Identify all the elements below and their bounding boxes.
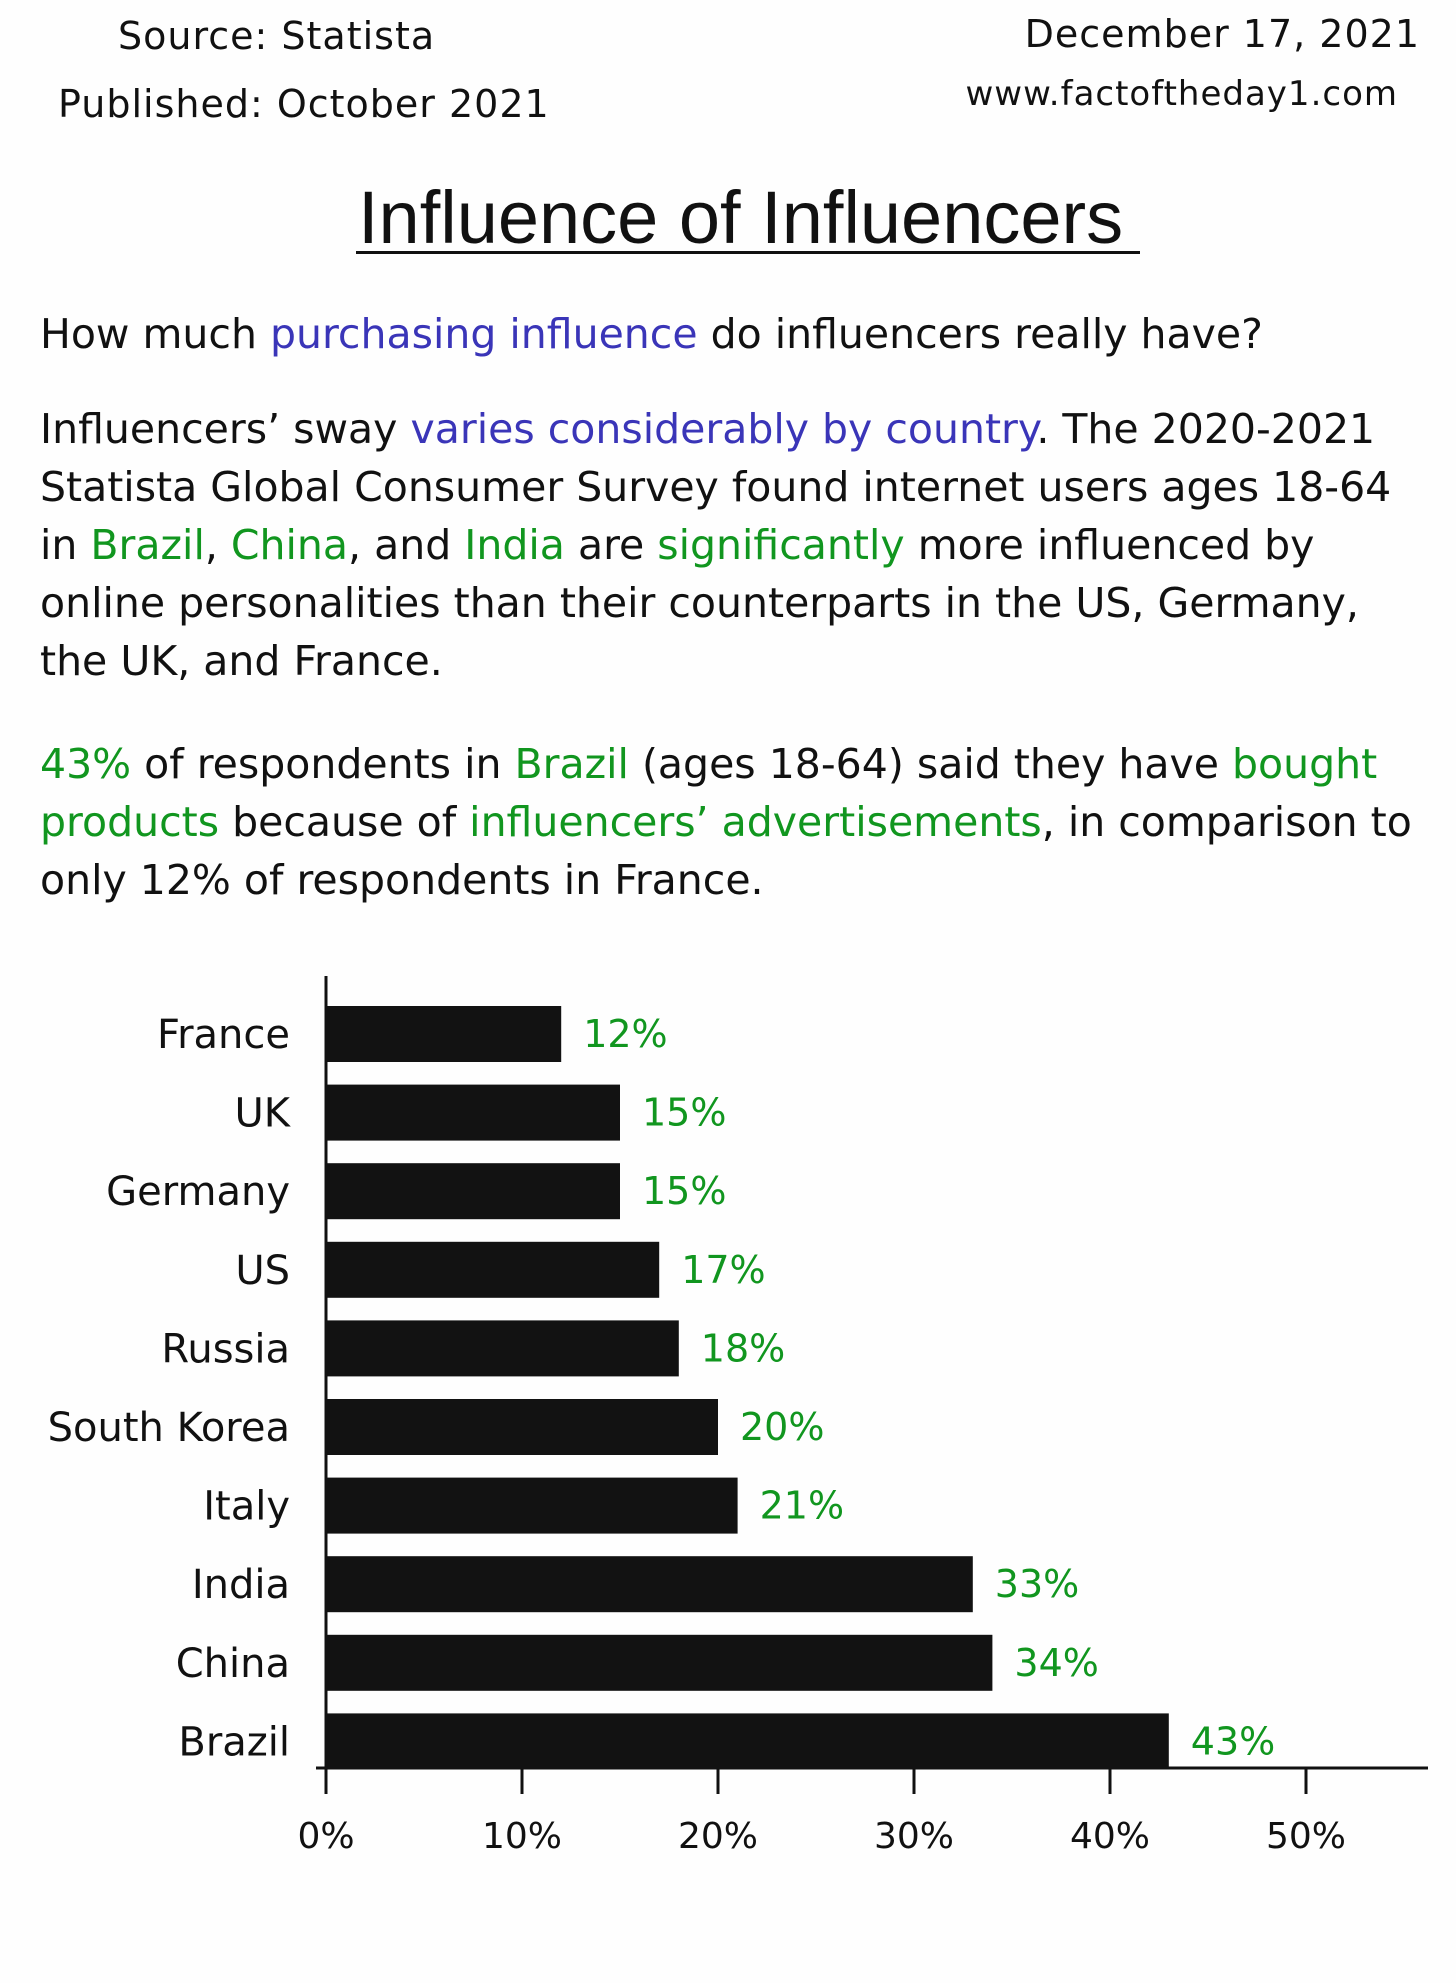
- para1-text-2: . The 2020-2021 Statista Global Consumer…: [40, 405, 1392, 569]
- stat-paragraph: 43% of respondents in Brazil (ages 18-64…: [40, 735, 1430, 909]
- source-label: Source: Statista: [118, 14, 436, 58]
- category-label-india: India: [192, 1562, 290, 1608]
- para2-highlight-percent: 43%: [40, 740, 132, 788]
- bar-us: [326, 1241, 660, 1298]
- para1-highlight-varies: varies considerably by country: [410, 405, 1037, 453]
- category-label-uk: UK: [234, 1091, 291, 1137]
- bar-italy: [326, 1477, 738, 1534]
- value-label-italy: 21%: [760, 1484, 844, 1528]
- para1-highlight-brazil: Brazil: [90, 521, 205, 569]
- para1-highlight-china: China: [230, 521, 349, 569]
- para2-text-2: (ages 18-64) said they have: [628, 740, 1233, 788]
- bar-russia: [326, 1320, 679, 1377]
- category-label-brazil: Brazil: [178, 1719, 290, 1765]
- website-url: www.factoftheday1.com: [965, 74, 1398, 114]
- question-text: How much purchasing influence do influen…: [40, 305, 1430, 363]
- bar-china: [326, 1634, 993, 1691]
- category-label-china: China: [176, 1641, 290, 1687]
- x-tick-label-0: 0%: [297, 1816, 354, 1857]
- bar-south-korea: [326, 1399, 718, 1455]
- para1-text-4: , and: [348, 521, 465, 569]
- value-label-uk: 15%: [642, 1091, 726, 1135]
- question-end: do influencers really have?: [697, 310, 1263, 358]
- para2-text-4: , in comparison to only 12% of responden…: [40, 798, 1412, 904]
- para2-text-3: because of: [219, 798, 470, 846]
- bar-uk: [326, 1084, 620, 1141]
- value-label-us: 17%: [681, 1248, 765, 1292]
- x-tick-label-30: 30%: [874, 1816, 954, 1857]
- category-label-south-korea: South Korea: [48, 1405, 290, 1451]
- para1-highlight-india: India: [464, 521, 565, 569]
- value-label-china: 34%: [1014, 1641, 1098, 1685]
- value-label-germany: 15%: [642, 1169, 726, 1213]
- x-tick-label-50: 50%: [1266, 1816, 1346, 1857]
- para2-text-1: of respondents in: [131, 740, 515, 788]
- value-label-brazil: 43%: [1191, 1719, 1275, 1763]
- value-label-india: 33%: [995, 1562, 1079, 1606]
- para1-text-1: Influencers’ sway: [40, 405, 411, 453]
- para2-highlight-bought: bought products: [40, 740, 1378, 846]
- para1-text-6: more influenced by online personalities …: [40, 521, 1359, 685]
- page-title: Influence of Influencers: [358, 176, 1124, 259]
- para2-highlight-brazil: Brazil: [514, 740, 629, 788]
- para1-highlight-significantly: significantly: [657, 521, 905, 569]
- bar-india: [326, 1556, 973, 1613]
- question-highlight: purchasing influence: [269, 310, 698, 358]
- category-label-france: France: [157, 1012, 290, 1058]
- x-tick-label-20: 20%: [678, 1816, 758, 1857]
- para2-highlight-ads: influencers’ advertisements: [469, 798, 1042, 846]
- x-tick-label-10: 10%: [482, 1816, 562, 1857]
- post-date: December 17, 2021: [1024, 12, 1420, 56]
- bar-france: [326, 1006, 562, 1062]
- bar-brazil: [326, 1713, 1169, 1770]
- category-label-russia: Russia: [161, 1326, 290, 1372]
- para1-text-3: ,: [204, 521, 231, 569]
- value-label-russia: 18%: [701, 1326, 785, 1370]
- value-label-south-korea: 20%: [740, 1405, 824, 1449]
- value-label-france: 12%: [583, 1012, 667, 1056]
- published-date: Published: October 2021: [58, 82, 550, 126]
- category-label-us: US: [235, 1248, 290, 1294]
- category-label-italy: Italy: [203, 1484, 290, 1530]
- para1-text-5: are: [564, 521, 658, 569]
- x-tick-label-40: 40%: [1070, 1816, 1150, 1857]
- title-underline: [356, 251, 1140, 254]
- category-label-germany: Germany: [106, 1169, 290, 1215]
- question-start: How much: [40, 310, 270, 358]
- intro-paragraph: Influencers’ sway varies considerably by…: [40, 400, 1430, 690]
- bar-germany: [326, 1163, 620, 1220]
